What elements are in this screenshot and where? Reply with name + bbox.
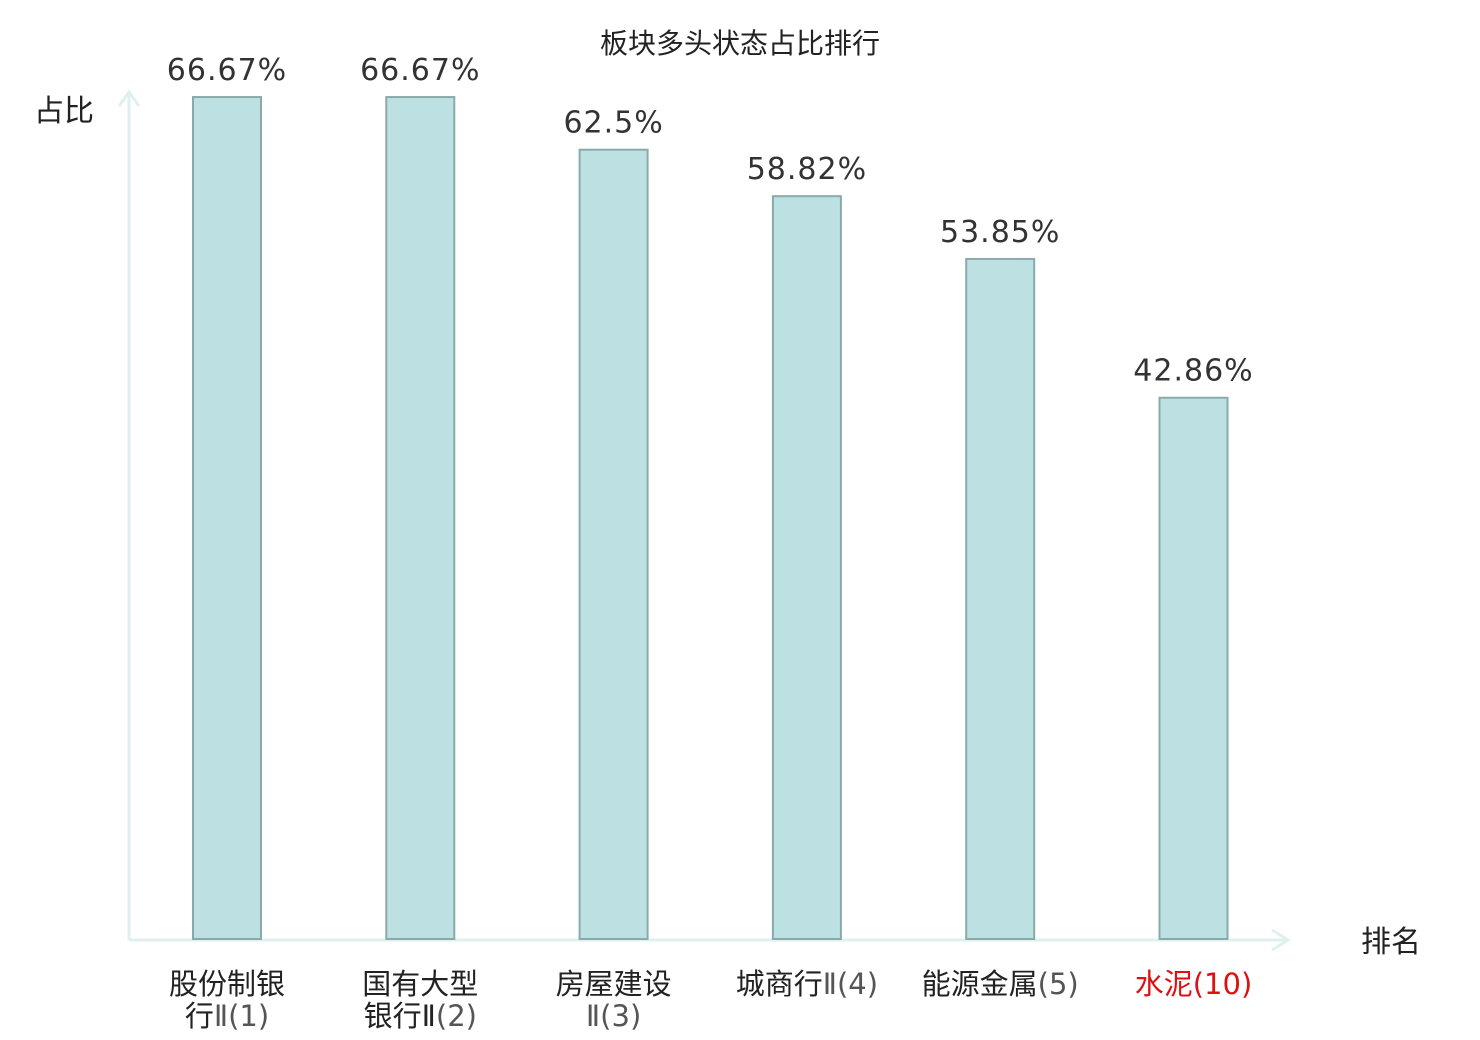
category-tick-label: Ⅱ(3) [586, 999, 641, 1033]
bar [578, 148, 649, 940]
category-tick-label: 银行Ⅱ(2) [364, 999, 477, 1033]
category-tick-label: 能源金属(5) [922, 967, 1079, 1001]
category-tick-label: 行Ⅱ(1) [185, 999, 269, 1033]
bar-value-label: 53.85% [940, 215, 1060, 250]
category-tick-label: 水泥(10) [1135, 967, 1253, 1001]
category-tick-label: 国有大型 [362, 967, 478, 1001]
bar [965, 257, 1036, 940]
y-axis [117, 89, 141, 940]
bar [771, 195, 842, 940]
bar-value-label: 66.67% [360, 53, 480, 88]
bar [385, 96, 456, 940]
value-labels: 66.67% 66.67% 62.5% 58.82% 53.85% 42.86% [167, 53, 1253, 389]
category-tick-label: 股份制银 [169, 967, 285, 1001]
category-tick-label: 房屋建设 [556, 967, 672, 1001]
bar [192, 96, 262, 940]
bar-value-label: 42.86% [1133, 354, 1253, 389]
bar-value-label: 62.5% [563, 106, 663, 141]
category-tick-label: 城商行Ⅱ(4) [736, 967, 878, 1001]
bar [1158, 396, 1229, 940]
y-axis-label: 占比 [34, 94, 94, 129]
x-axis-label: 排名 [1361, 925, 1421, 960]
x-axis [129, 928, 1291, 952]
chart-title: 板块多头状态占比排行 [600, 27, 880, 60]
bar-series [192, 96, 1229, 940]
bar-value-label: 58.82% [747, 152, 867, 187]
bar-value-label: 66.67% [167, 53, 287, 88]
